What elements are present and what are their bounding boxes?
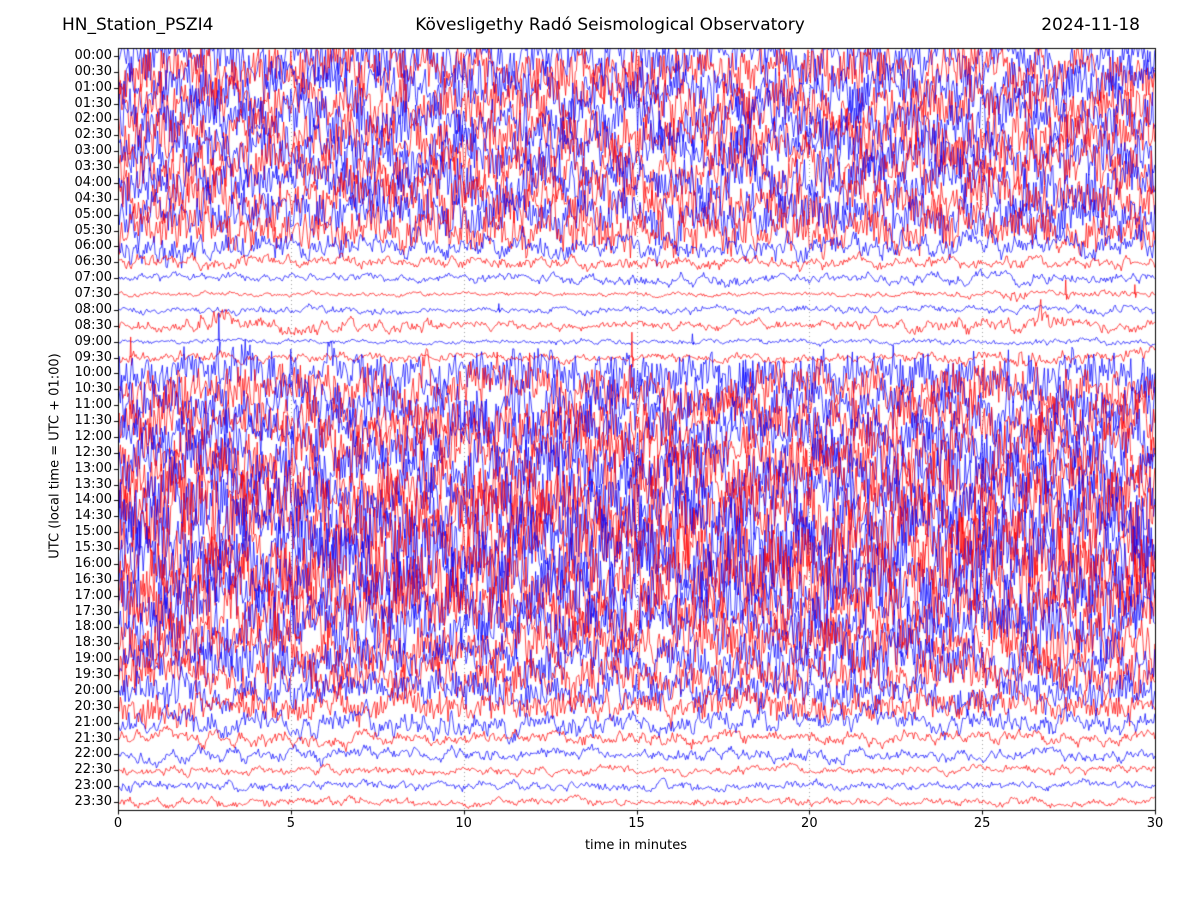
y-tick-label: 17:30 xyxy=(74,603,112,619)
y-tick-label: 01:30 xyxy=(74,95,112,111)
y-tick-label: 10:30 xyxy=(74,381,112,397)
y-tick-label: 15:00 xyxy=(74,524,112,540)
y-tick-label: 03:00 xyxy=(74,143,112,159)
x-tick-label: 0 xyxy=(113,816,123,831)
y-tick-label: 03:30 xyxy=(74,159,112,175)
y-tick-label: 19:00 xyxy=(74,651,112,667)
y-tick-label: 11:00 xyxy=(74,397,112,413)
y-tick-label: 15:30 xyxy=(74,540,112,556)
y-tick-label: 18:30 xyxy=(74,635,112,651)
y-tick-label: 02:30 xyxy=(74,127,112,143)
y-tick-label: 16:30 xyxy=(74,571,112,587)
y-tick-label: 20:30 xyxy=(74,698,112,714)
y-tick-label: 13:00 xyxy=(74,460,112,476)
y-tick-label: 08:00 xyxy=(74,301,112,317)
x-axis-label: time in minutes xyxy=(584,838,688,853)
y-tick-label: 18:00 xyxy=(74,619,112,635)
x-tick-label: 25 xyxy=(973,816,991,831)
y-tick-label: 11:30 xyxy=(74,413,112,429)
y-tick-label: 05:30 xyxy=(74,222,112,238)
x-tick-label: 5 xyxy=(286,816,295,831)
y-tick-label: 14:30 xyxy=(74,508,112,524)
y-tick-label: 09:30 xyxy=(74,349,112,365)
x-tick-label: 10 xyxy=(455,816,472,831)
y-tick-label: 06:30 xyxy=(74,254,112,270)
x-tick-label: 30 xyxy=(1146,816,1164,831)
y-tick-label: 07:30 xyxy=(74,286,112,302)
y-tick-label: 04:30 xyxy=(74,190,112,206)
y-tick-label: 22:00 xyxy=(74,746,112,762)
y-tick-label: 17:00 xyxy=(74,587,112,603)
y-tick-label: 07:00 xyxy=(74,270,112,286)
y-tick-label: 20:00 xyxy=(74,682,112,698)
y-tick-label: 12:00 xyxy=(74,428,112,444)
y-tick-label: 10:00 xyxy=(74,365,112,381)
y-tick-label: 14:00 xyxy=(74,492,112,508)
y-tick-label: 16:00 xyxy=(74,555,112,571)
observatory-title: Kövesligethy Radó Seismological Observat… xyxy=(415,15,805,35)
y-tick-label: 09:00 xyxy=(74,333,112,349)
y-tick-label: 23:30 xyxy=(74,794,112,810)
y-tick-label: 22:30 xyxy=(74,762,112,778)
y-tick-label: 02:00 xyxy=(74,111,112,127)
y-tick-label: 21:00 xyxy=(74,714,112,730)
y-tick-label: 00:00 xyxy=(74,47,112,63)
y-tick-label: 19:30 xyxy=(74,667,112,683)
y-tick-label: 08:30 xyxy=(74,317,112,333)
y-tick-label: 00:30 xyxy=(74,63,112,79)
station-title: HN_Station_PSZI4 xyxy=(62,15,214,35)
y-tick-label: 21:30 xyxy=(74,730,112,746)
y-tick-label: 13:30 xyxy=(74,476,112,492)
y-axis-label: UTC (local time = UTC + 01:00) xyxy=(47,353,63,559)
y-tick-label: 06:00 xyxy=(74,238,112,254)
y-tick-label: 12:30 xyxy=(74,444,112,460)
y-tick-label: 23:00 xyxy=(74,778,112,794)
date-title: 2024-11-18 xyxy=(1041,15,1140,35)
y-tick-label: 01:00 xyxy=(74,79,112,95)
x-tick-label: 20 xyxy=(801,816,818,831)
x-tick-label: 15 xyxy=(628,816,645,831)
y-tick-label: 05:00 xyxy=(74,206,112,222)
y-tick-label: 04:00 xyxy=(74,174,112,190)
